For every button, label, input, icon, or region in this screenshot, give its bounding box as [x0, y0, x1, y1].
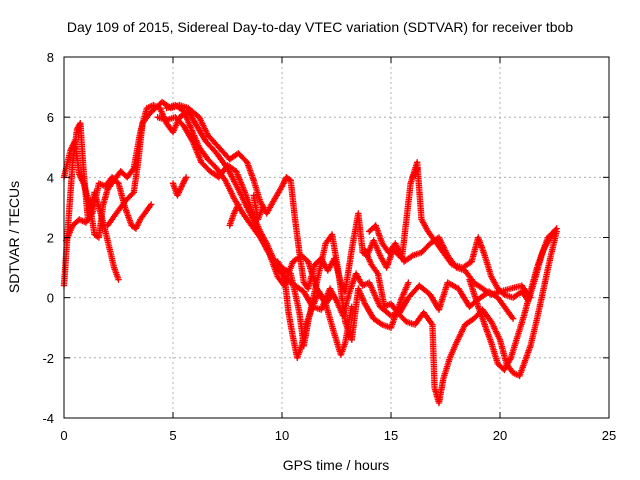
y-tick-label: 8: [47, 50, 54, 65]
series-track-7: [169, 174, 190, 199]
axis-ticks: 0 5 10 15 20 25 -4 -2 0 2 4 6 8: [42, 50, 616, 443]
y-tick-label: 0: [47, 291, 54, 306]
data-point-markers: [169, 174, 190, 199]
data-point-markers: [466, 231, 556, 374]
series-track-9: [274, 258, 336, 361]
y-tick-label: 4: [47, 170, 54, 185]
x-tick-label: 5: [169, 428, 176, 443]
x-tick-label: 10: [275, 428, 289, 443]
series-track-4: [104, 98, 560, 304]
data-point-markers: [226, 201, 242, 229]
data-point-markers: [154, 114, 412, 349]
series-track-11: [361, 228, 560, 407]
x-tick-label: 0: [60, 428, 67, 443]
x-tick-label: 15: [384, 428, 398, 443]
series-track-14: [409, 165, 421, 181]
y-axis-label: SDTVAR / TECUs: [6, 181, 22, 293]
y-tick-label: 2: [47, 231, 54, 246]
data-marks: [60, 98, 560, 407]
data-point-markers: [366, 222, 534, 301]
y-tick-label: -2: [42, 351, 54, 366]
x-tick-label: 20: [493, 428, 507, 443]
data-point-markers: [274, 258, 336, 361]
y-tick-label: -4: [42, 411, 54, 426]
series-track-5: [154, 114, 412, 349]
series-track-10: [366, 222, 534, 301]
x-axis-label: GPS time / hours: [283, 457, 390, 473]
data-point-markers: [409, 165, 421, 181]
series-track-12: [466, 231, 556, 374]
series-track-13: [250, 192, 266, 223]
data-point-markers: [104, 98, 560, 304]
y-tick-label: 6: [47, 110, 54, 125]
chart-title: Day 109 of 2015, Sidereal Day-to-day VTE…: [67, 19, 574, 35]
data-point-markers: [250, 192, 266, 223]
data-point-markers: [361, 228, 560, 407]
series-track-8: [226, 201, 242, 229]
x-tick-label: 25: [602, 428, 616, 443]
